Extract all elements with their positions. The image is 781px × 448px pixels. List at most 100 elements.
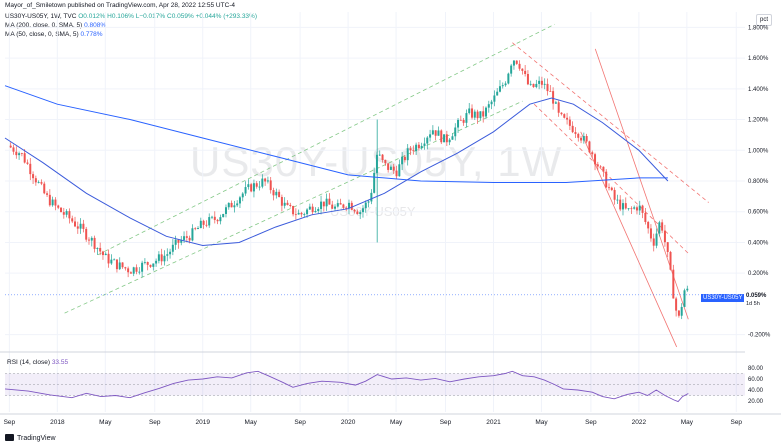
- candle-body: [174, 239, 177, 245]
- symbol-legend[interactable]: US30Y-US05Y, 1W, TVC O0.012% H0.106% L−0…: [5, 13, 257, 21]
- candle-body: [384, 159, 387, 164]
- candle-body: [465, 113, 468, 123]
- ohlc-low: L−0.017%: [135, 13, 166, 20]
- candle-body: [599, 166, 602, 168]
- ma50-legend[interactable]: MA (50, close, 0, SMA, 5) 0.778%: [5, 31, 103, 39]
- candle-body: [680, 306, 683, 316]
- grid-lines: [5, 12, 745, 412]
- ma200-line: [4, 85, 668, 183]
- candle-body: [389, 166, 392, 170]
- time-axis: Sep 2018 May Sep 2019 May Sep 2020 May Sep 2021 May…: [4, 419, 743, 426]
- y-tick-label: 1.000%: [748, 148, 769, 154]
- candle-body: [677, 310, 680, 316]
- candle-body: [401, 156, 404, 165]
- candle-body: [286, 202, 289, 205]
- candle-body: [62, 212, 65, 215]
- x-tick-label: May: [535, 419, 548, 426]
- candle-body: [594, 154, 597, 165]
- candle-body: [322, 201, 325, 207]
- candle-body: [328, 198, 331, 205]
- x-tick-label: 2022: [632, 419, 647, 426]
- candle-body: [580, 137, 583, 141]
- candle-body: [54, 199, 57, 206]
- candle-body: [241, 193, 244, 198]
- candle-body: [409, 148, 412, 151]
- candle-body: [588, 141, 591, 153]
- candle-body: [445, 134, 448, 143]
- candle-body: [216, 219, 219, 222]
- rsi-label-text: RSI (14, close): [7, 359, 50, 366]
- candle-body: [85, 228, 88, 240]
- candle-body: [471, 108, 474, 118]
- candle-body: [429, 134, 432, 138]
- candle-body: [29, 163, 32, 175]
- candle-body: [602, 166, 605, 172]
- candle-body: [9, 145, 12, 148]
- candle-body: [183, 236, 186, 240]
- candle-body: [163, 255, 166, 262]
- candle-body: [633, 207, 636, 209]
- candle-body: [621, 203, 624, 210]
- candle-body: [188, 237, 191, 241]
- candle-body: [457, 119, 460, 128]
- candle-body: [132, 267, 135, 274]
- candle-body: [15, 151, 18, 156]
- candle-body: [129, 272, 132, 274]
- candle-body: [675, 298, 678, 311]
- candle-body: [261, 178, 264, 187]
- candle-body: [638, 205, 641, 211]
- candle-body: [462, 120, 465, 123]
- candle-body: [141, 262, 144, 272]
- candle-body: [166, 254, 169, 256]
- candle-body: [563, 114, 566, 118]
- x-tick-label: Sep: [730, 419, 742, 426]
- candle-body: [571, 125, 574, 133]
- candle-body: [406, 148, 409, 161]
- candle-body: [199, 220, 202, 229]
- candle-body: [76, 226, 79, 229]
- y-tick-label: 0.600%: [748, 210, 769, 216]
- rsi-tick-label: 40.00: [748, 388, 764, 394]
- candle-body: [71, 218, 74, 222]
- candle-body: [364, 202, 367, 209]
- candle-body: [339, 203, 342, 205]
- candle-body: [378, 154, 381, 156]
- ohlc-high: H0.106%: [107, 13, 134, 20]
- candle-body: [227, 202, 230, 208]
- candle-body: [236, 203, 239, 206]
- candle-body: [577, 133, 580, 138]
- candle-body: [149, 264, 152, 267]
- rsi-legend[interactable]: RSI (14, close) 33.55: [7, 359, 68, 367]
- candle-body: [320, 201, 323, 209]
- candle-body: [610, 187, 613, 190]
- candle-body: [23, 153, 26, 163]
- x-tick-label: May: [390, 419, 403, 426]
- candle-body: [582, 136, 585, 141]
- candle-body: [79, 223, 82, 229]
- candle-body: [115, 259, 118, 270]
- y-tick-label: 0.800%: [748, 179, 769, 185]
- candle-body: [303, 214, 306, 215]
- candle-body: [549, 91, 552, 92]
- price-candles: [9, 59, 689, 320]
- price-scale-unit[interactable]: pct: [756, 14, 772, 26]
- ma200-legend[interactable]: MA (200, close, 0, SMA, 5) 0.808%: [5, 22, 106, 30]
- candle-body: [524, 70, 527, 74]
- candle-body: [244, 187, 247, 194]
- x-tick-label: 2020: [341, 419, 356, 426]
- footer-brand[interactable]: TradingView: [5, 434, 56, 442]
- candle-body: [272, 190, 275, 196]
- candle-body: [630, 208, 633, 210]
- candle-body: [264, 178, 267, 182]
- ohlc-open: O0.012%: [78, 13, 106, 20]
- candle-body: [543, 83, 546, 85]
- candle-body: [143, 262, 146, 263]
- candle-body: [507, 73, 510, 84]
- candle-body: [331, 204, 334, 209]
- price-axis: 1.800% 1.600% 1.400% 1.200% 1.000% 0.800% 0.60…: [748, 25, 771, 338]
- candle-body: [191, 228, 194, 241]
- candle-body: [641, 205, 644, 213]
- candle-body: [493, 95, 496, 102]
- candle-body: [155, 260, 158, 264]
